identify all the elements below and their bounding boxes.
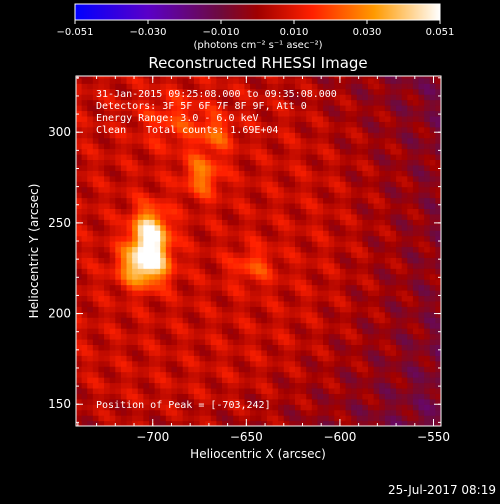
plot-axes: −700 −650 −600 −550 150 200 250 300 <box>48 76 450 444</box>
x-tick-label: −700 <box>136 430 169 444</box>
annotation-clean: Clean <box>96 125 126 136</box>
y-tick-label: 250 <box>48 216 71 230</box>
y-axis-label: Heliocentric Y (arcsec) <box>27 184 41 319</box>
x-tick-label: −650 <box>230 430 263 444</box>
x-tick-label: −600 <box>323 430 356 444</box>
annotation-peak-position: Position of Peak = [-703,242] <box>96 400 271 411</box>
annotation-detectors: Detectors: 3F 5F 6F 7F 8F 9F, Att 0 <box>96 101 307 112</box>
colorbar-ticks <box>74 20 441 24</box>
y-tick-label: 200 <box>48 307 71 321</box>
x-tick-label: −550 <box>417 430 450 444</box>
colorbar-tick-label: 0.051 <box>426 27 455 38</box>
colorbar-unit-label: (photons cm⁻² s⁻¹ asec⁻²) <box>193 40 322 51</box>
footer-timestamp: 25-Jul-2017 08:19 <box>388 483 496 497</box>
y-tick-label: 150 <box>48 397 71 411</box>
heatmap-image <box>76 76 441 426</box>
colorbar-tick-label: 0.010 <box>280 27 309 38</box>
colorbar-tick-label: −0.030 <box>129 27 166 38</box>
annotation-time-range: 31-Jan-2015 09:25:08.000 to 09:35:08.000 <box>96 89 337 100</box>
colorbar <box>74 3 441 21</box>
colorbar-tick-label: −0.010 <box>202 27 239 38</box>
y-tick-label: 300 <box>48 125 71 139</box>
plot-frame <box>75 75 442 427</box>
colorbar-tick-label: −0.051 <box>56 27 93 38</box>
colorbar-tick-label: 0.030 <box>353 27 382 38</box>
annotation-energy-range: Energy Range: 3.0 - 6.0 keV <box>96 113 259 124</box>
chart-title: Reconstructed RHESSI Image <box>148 54 367 72</box>
annotation-total-counts: Total counts: 1.69E+04 <box>146 125 278 136</box>
x-axis-label: Heliocentric X (arcsec) <box>190 447 326 461</box>
